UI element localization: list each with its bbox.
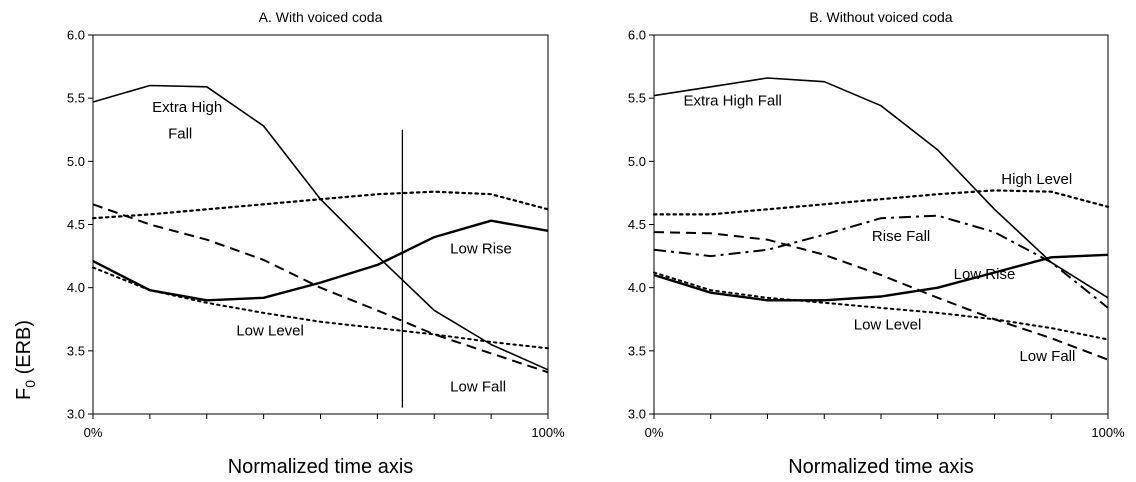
y-axis-label: F0 (ERB): [13, 320, 38, 400]
chart-0-y-tick-label: 5.5: [67, 91, 85, 106]
chart-0-title: A. With voiced coda: [259, 9, 383, 25]
chart-0-x-tick-label-end: 100%: [531, 425, 565, 440]
chart-0-y-tick-label: 3.0: [67, 407, 85, 422]
chart-1-x-axis-label: Normalized time axis: [788, 456, 974, 478]
chart-1-label-low-level: Low Level: [854, 316, 922, 333]
chart-0-y-tick-label: 6.0: [67, 28, 85, 43]
chart-1-label-low-fall: Low Fall: [1019, 348, 1075, 365]
chart-1-y-tick-label: 6.0: [628, 28, 646, 43]
chart-1-y-tick-label: 5.5: [628, 91, 646, 106]
chart-1-y-tick-label: 5.0: [628, 154, 646, 169]
chart-0-y-tick-label: 4.0: [67, 280, 85, 295]
chart-1-title: B. Without voiced coda: [809, 9, 952, 25]
y-axis-label-main: F: [13, 388, 35, 400]
chart-1-label-extra-high-fall: Extra High Fall: [684, 93, 782, 110]
chart-0-y-tick-label: 3.5: [67, 343, 85, 358]
chart-0-x-axis-label: Normalized time axis: [228, 456, 414, 478]
chart-0-y-tick-label: 5.0: [67, 154, 85, 169]
chart-0-label-low-fall: Low Fall: [450, 378, 506, 395]
chart-1-series-low-rise: [653, 253, 1109, 302]
chart-0-series-high-level: [91, 190, 550, 220]
chart-1-series-low-fall: [653, 231, 1109, 361]
chart-1-series-rise-fall: [653, 214, 1109, 309]
chart-1-series-low-level: [653, 271, 1109, 341]
chart-0-y-tick-label: 4.5: [67, 217, 85, 232]
chart-0-series-low-level: [92, 266, 549, 350]
chart-1-y-tick-label: 4.0: [628, 280, 646, 295]
chart-1-label-high-level: High Level: [1001, 171, 1072, 188]
chart-0-label-extra-high: Extra High: [152, 99, 222, 116]
chart-1-y-tick-label: 3.5: [628, 343, 646, 358]
y-axis-label-unit: (ERB): [13, 320, 35, 380]
chart-0-series-low-fall: [92, 203, 549, 374]
panel-a: A. With voiced coda 3.0 3.5 4.0 4.5 5.0 5.5 6.0…: [67, 9, 565, 478]
chart-1-y-tick-label: 4.5: [628, 217, 646, 232]
chart-1-label-low-rise: Low Rise: [954, 266, 1016, 283]
chart-0-label-low-level: Low Level: [236, 323, 304, 340]
chart-1-series-high-level: [652, 189, 1110, 216]
chart-1-y-tick-label: 3.0: [628, 407, 646, 422]
chart-1-x-tick-label-end: 100%: [1091, 425, 1125, 440]
panel-b: B. Without voiced coda 3.0 3.5 4.0 4.5 5.0 5.5…: [628, 9, 1125, 478]
chart-0-label-low-rise: Low Rise: [450, 241, 512, 258]
chart-1-label-rise-fall: Rise Fall: [872, 228, 930, 245]
chart-1-series-extra-high-fall: [653, 77, 1109, 299]
y-axis-label-sub: 0: [22, 380, 38, 388]
chart-0-label-fall: Fall: [168, 126, 192, 143]
chart-1-x-tick-label-start: 0%: [645, 425, 664, 440]
chart-0-x-tick-label-start: 0%: [84, 425, 103, 440]
